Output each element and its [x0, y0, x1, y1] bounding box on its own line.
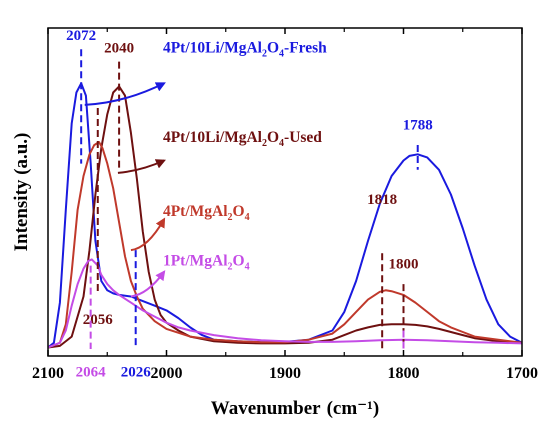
legend-arrow: [130, 270, 166, 298]
peak-label: 2072: [66, 28, 96, 44]
subscript: 2: [228, 262, 233, 273]
peak-label: 1818: [367, 192, 397, 208]
label-part: O: [233, 203, 245, 220]
x-tick-label: 1800: [388, 365, 420, 382]
subscript: 4: [279, 138, 284, 149]
peak-label: 2056: [83, 312, 114, 328]
subscript: 2: [228, 212, 233, 223]
subscript: 4: [279, 48, 284, 59]
x-axis-label-unit: (cm⁻¹): [327, 398, 380, 419]
peak-label: 2040: [104, 40, 134, 56]
legend-arrow: [84, 82, 166, 106]
x-tick-label: 1900: [269, 365, 301, 382]
label-part: -Fresh: [284, 39, 327, 56]
legend-label: 4Pt/10Li/MgAl2O4-Fresh: [163, 39, 327, 59]
peak-label: 2026: [121, 364, 152, 380]
subscript: 4: [245, 262, 250, 273]
x-axis-label-text: Wavenumber: [211, 398, 321, 419]
peak-label: 1788: [403, 118, 433, 134]
y-axis-label: Intensity (a.u.): [11, 133, 32, 252]
series-line-2: [47, 141, 523, 349]
series-line-3: [47, 258, 523, 349]
legend-arrow: [130, 217, 166, 252]
legend-layer: 4Pt/10Li/MgAl2O4-Fresh4Pt/10Li/MgAl2O4-U…: [84, 39, 327, 298]
label-part: O: [267, 129, 279, 146]
label-part: 1Pt/MgAl: [163, 253, 228, 270]
x-tick-label: 1700: [506, 365, 538, 382]
subscript: 4: [245, 212, 250, 223]
label-part: O: [267, 39, 279, 56]
label-part: 4Pt/10Li/MgAl: [163, 129, 263, 146]
legend-label: 4Pt/10Li/MgAl2O4-Used: [163, 129, 322, 149]
subscript: 2: [262, 138, 267, 149]
label-part: 4Pt/10Li/MgAl: [163, 39, 263, 56]
legend-label: 4Pt/MgAl2O4: [163, 203, 250, 223]
peak-label: 2064: [76, 364, 107, 380]
peak-label: 1800: [389, 257, 419, 273]
plot-background: [48, 28, 522, 356]
x-tick-label: 2000: [151, 365, 183, 382]
subscript: 2: [262, 48, 267, 59]
annotation-layer: 2072 2040 2056 2064 2026 1788 1818 1800: [66, 28, 433, 380]
legend-arrow: [117, 159, 166, 174]
x-axis-label: Wavenumber (cm⁻¹): [211, 398, 379, 419]
series-layer: [47, 82, 523, 349]
label-part: 4Pt/MgAl: [163, 203, 228, 220]
label-part: -Used: [284, 129, 322, 146]
legend-label: 1Pt/MgAl2O4: [163, 253, 250, 273]
x-tick-label: 2100: [32, 365, 64, 382]
label-part: O: [233, 253, 245, 270]
axes-layer: 2100 2000 1900 1800 1700 Wavenumber (cm⁻¹) Inte…: [11, 27, 538, 419]
plot-area: [48, 28, 522, 356]
